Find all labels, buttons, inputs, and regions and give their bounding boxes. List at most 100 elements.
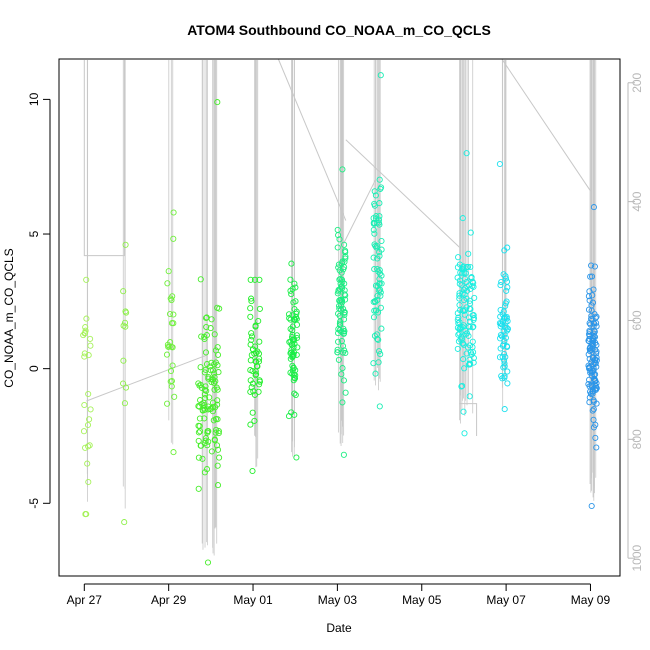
data-point <box>371 202 378 209</box>
data-point <box>213 426 220 433</box>
data-point <box>248 336 255 343</box>
data-point <box>592 360 599 367</box>
profile-line <box>345 139 461 248</box>
data-point <box>590 286 597 293</box>
x-tick-label: May 03 <box>318 593 358 607</box>
data-point <box>456 301 463 309</box>
plot-frame <box>58 58 621 577</box>
data-point <box>210 370 217 377</box>
data-point <box>82 444 89 451</box>
data-point <box>211 331 218 338</box>
x-tick-label: Apr 29 <box>151 593 187 607</box>
data-point <box>338 371 345 378</box>
x-tick-label: May 01 <box>233 593 273 607</box>
data-point <box>593 444 600 451</box>
data-point <box>588 502 595 510</box>
data-point <box>467 229 474 236</box>
data-point <box>122 241 129 248</box>
data-point <box>285 413 293 420</box>
data-point <box>341 311 348 318</box>
data-point <box>377 351 384 358</box>
data-point <box>210 399 217 406</box>
data-point <box>375 359 382 366</box>
data-point <box>469 283 476 290</box>
x-axis: Apr 27 Apr 29 May 01 May 03 May 05 May 07 May … <box>67 583 610 607</box>
data-point <box>454 324 461 331</box>
data-point <box>290 299 297 306</box>
data-point <box>336 267 343 274</box>
data-point <box>504 368 511 375</box>
data-point <box>290 365 297 372</box>
data-point <box>587 390 594 397</box>
data-point <box>463 279 470 286</box>
data-point <box>285 311 293 318</box>
data-point <box>470 312 477 319</box>
y-tick-label: 10 <box>27 92 41 106</box>
data-point <box>370 226 377 233</box>
data-point <box>207 406 214 413</box>
data-point <box>467 349 474 356</box>
data-point <box>586 355 593 362</box>
data-point <box>588 315 595 322</box>
data-point <box>212 415 220 423</box>
data-point <box>214 99 221 106</box>
data-point <box>373 307 380 314</box>
right-tick-label: 600 <box>630 310 644 330</box>
data-point <box>337 275 344 282</box>
data-point <box>461 311 468 318</box>
data-point <box>195 454 202 461</box>
data-point <box>256 305 263 312</box>
data-point <box>82 327 89 334</box>
data-point <box>372 192 379 199</box>
data-point <box>496 320 503 327</box>
data-point <box>203 387 210 394</box>
data-point <box>163 351 171 358</box>
data-point <box>372 215 380 222</box>
data-point <box>248 330 255 337</box>
data-point <box>294 344 301 351</box>
data-point <box>197 364 204 371</box>
data-point <box>377 292 384 299</box>
data-point <box>287 316 294 323</box>
data-point <box>166 310 174 318</box>
data-point <box>338 260 345 267</box>
data-point <box>463 295 470 302</box>
data-point <box>81 330 88 337</box>
data-point <box>84 421 92 429</box>
y-axis-right: 200 400 600 800 1000 <box>627 72 644 572</box>
data-point <box>256 338 263 345</box>
data-point <box>463 304 470 311</box>
data-point <box>201 391 208 398</box>
data-point <box>170 311 177 318</box>
data-point <box>341 328 348 335</box>
data-point <box>370 314 378 321</box>
data-point <box>586 399 593 406</box>
data-point <box>377 185 384 192</box>
data-point <box>593 400 600 407</box>
data-point <box>371 266 378 273</box>
data-point <box>195 437 202 444</box>
data-point <box>203 323 210 331</box>
data-point <box>589 299 596 306</box>
data-point <box>466 360 473 367</box>
y-tick-label: 0 <box>27 365 41 372</box>
data-point <box>293 454 300 461</box>
data-point <box>288 334 296 341</box>
data-point <box>501 350 508 358</box>
data-point <box>83 276 90 283</box>
data-point <box>470 323 477 330</box>
data-point <box>590 367 597 374</box>
data-point <box>590 406 597 413</box>
data-point <box>378 237 385 245</box>
data-point <box>168 383 175 390</box>
data-point <box>496 160 503 168</box>
data-point <box>501 406 508 413</box>
profile-line <box>341 179 376 248</box>
data-point <box>120 288 127 295</box>
data-point <box>460 341 467 348</box>
data-point <box>503 287 510 294</box>
data-point <box>497 282 504 289</box>
data-point <box>460 356 467 363</box>
data-point <box>291 390 298 397</box>
data-point <box>501 363 508 370</box>
